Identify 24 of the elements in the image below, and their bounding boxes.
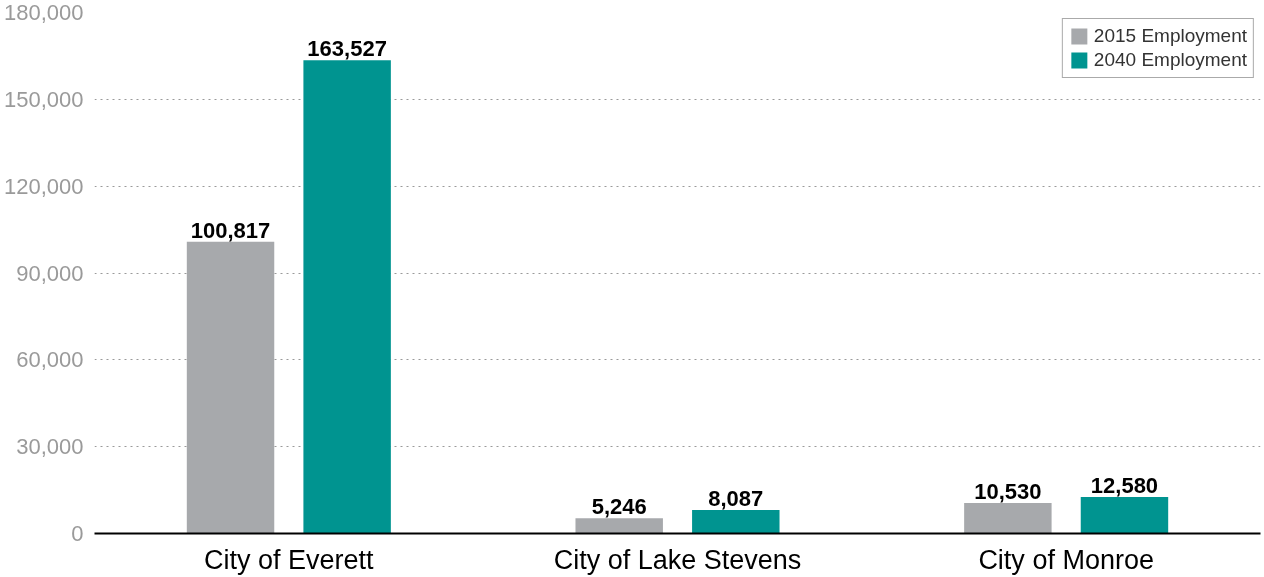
y-tick-label: 120,000: [3, 173, 84, 199]
x-tick-label: City of Everett: [204, 544, 375, 575]
data-label: 10,530: [974, 479, 1042, 505]
data-label: 100,817: [190, 217, 271, 243]
data-label: 5,246: [591, 494, 647, 520]
legend-label: 2040 Employment: [1093, 49, 1247, 71]
bar: [964, 503, 1052, 534]
bar: [1080, 497, 1169, 534]
data-label: 163,527: [307, 36, 387, 62]
bar: [575, 518, 663, 534]
bar: [303, 60, 391, 534]
data-label: 8,087: [708, 486, 764, 512]
y-tick-label: 60,000: [16, 347, 84, 373]
y-tick-label: 90,000: [16, 260, 84, 286]
legend-label: 2015 Employment: [1093, 25, 1247, 47]
bar: [186, 241, 275, 534]
bar: [692, 510, 780, 534]
y-tick-label: 150,000: [3, 86, 84, 112]
y-tick-label: 30,000: [16, 434, 84, 460]
x-tick-label: City of Lake Stevens: [553, 544, 802, 575]
x-tick-label: City of Monroe: [978, 544, 1154, 575]
y-tick-label: 0: [71, 521, 84, 546]
y-tick-label: 180,000: [3, 0, 84, 25]
data-label: 12,580: [1090, 473, 1159, 499]
